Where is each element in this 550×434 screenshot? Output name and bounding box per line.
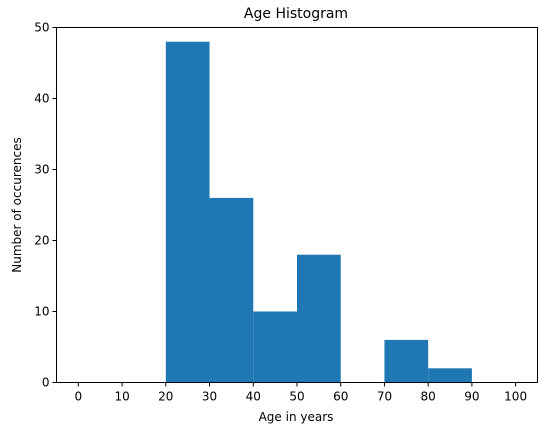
y-tick-label: 0: [42, 376, 50, 390]
x-tick-label: 20: [158, 390, 173, 404]
x-tick-label: 50: [289, 390, 304, 404]
x-tick-label: 100: [504, 390, 527, 404]
y-tick-label: 40: [34, 92, 49, 106]
x-axis-label: Age in years: [259, 410, 334, 424]
x-tick-label: 40: [246, 390, 261, 404]
chart-title: Age Histogram: [244, 6, 348, 22]
y-ticks-group: 0 10 20 30 40 50: [34, 21, 57, 390]
x-tick-label: 60: [333, 390, 348, 404]
y-tick-label: 30: [34, 163, 49, 177]
x-tick-label: 10: [114, 390, 129, 404]
plot-frame: [56, 27, 538, 383]
bars-group: [165, 41, 472, 383]
bar-30-40: [209, 197, 254, 383]
x-ticks-group: 0 10 20 30 40 50 60 70 80 90 100: [75, 382, 527, 404]
x-tick-label: 90: [464, 390, 479, 404]
x-tick-label: 30: [202, 390, 217, 404]
bar-40-50: [253, 311, 297, 383]
y-tick-label: 20: [34, 234, 49, 248]
bar-80-90: [428, 368, 472, 383]
x-tick-label: 80: [421, 390, 436, 404]
bar-50-60: [297, 254, 341, 383]
y-axis-label: Number of occurences: [10, 137, 24, 272]
bar-70-80: [384, 339, 429, 383]
y-tick-label: 10: [34, 305, 49, 319]
bar-20-30: [165, 41, 210, 383]
y-tick-label: 50: [34, 21, 49, 35]
x-tick-label: 0: [75, 390, 83, 404]
x-tick-label: 70: [377, 390, 392, 404]
